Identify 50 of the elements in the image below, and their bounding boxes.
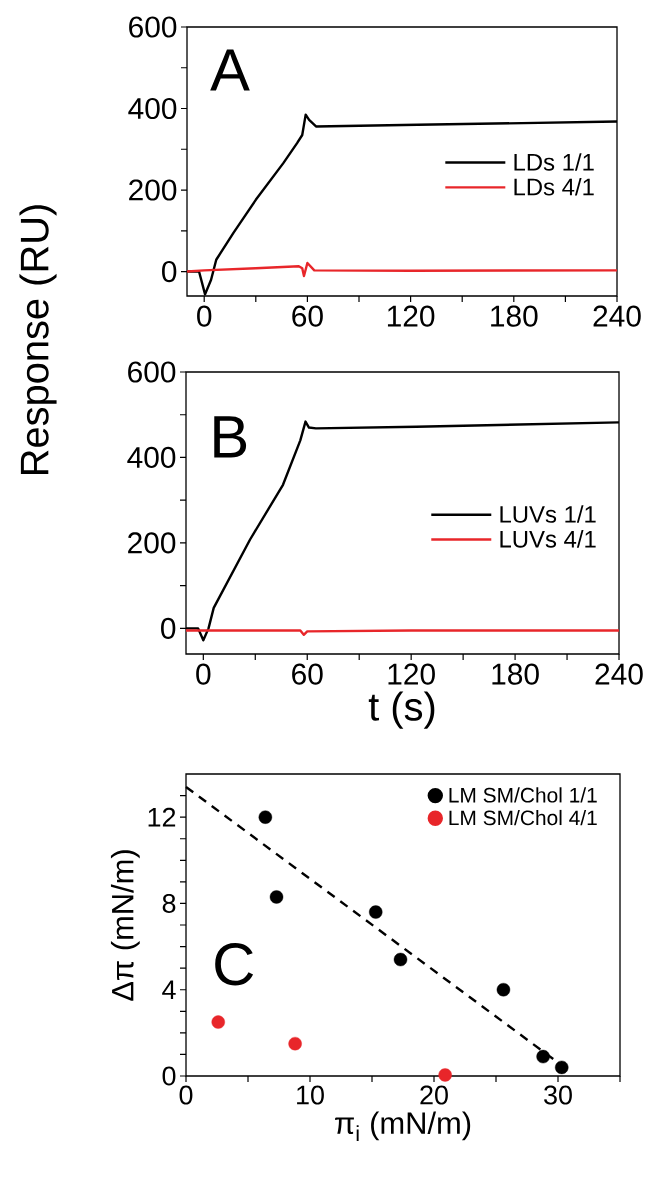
x-tick-label: 60 xyxy=(292,663,323,685)
legend-label: LDs 4/1 xyxy=(514,177,594,196)
legend-label: LUVs 1/1 xyxy=(500,505,596,523)
point xyxy=(288,1036,302,1051)
x-tick-label: 120 xyxy=(387,305,435,327)
y-tick-label: 400 xyxy=(127,446,176,469)
y-tick-label: 400 xyxy=(128,97,177,120)
annotation: A xyxy=(210,49,250,91)
y-tick-label: 0 xyxy=(162,1066,176,1086)
x-tick-label: 0 xyxy=(197,305,212,327)
x-tick-label: 240 xyxy=(595,663,643,685)
y-tick-label: 200 xyxy=(128,532,176,554)
y-tick-label: 0 xyxy=(161,617,176,639)
x-tick-label: 240 xyxy=(593,305,641,327)
y-tick-label: 600 xyxy=(129,16,177,38)
x-tick-label: 180 xyxy=(492,663,539,685)
point xyxy=(211,1015,225,1029)
point xyxy=(258,810,273,824)
x-tick-label: 60 xyxy=(292,305,323,327)
x-tick-label: 180 xyxy=(491,305,538,327)
y-tick-label: 0 xyxy=(162,260,177,283)
point xyxy=(369,905,383,919)
y-axis-title: Δπ (mN/m) xyxy=(110,850,140,1001)
x-axis-title: π$_{i}$ (mN/m) xyxy=(335,1111,471,1141)
legend-label: LM SM/Chol 4/1 xyxy=(449,809,597,826)
y-tick-label: 600 xyxy=(128,361,176,383)
point xyxy=(269,890,284,904)
y-tick-label: 8 xyxy=(162,893,176,913)
y-tick-label: 12 xyxy=(148,807,176,827)
x-tick-label: 0 xyxy=(196,663,211,685)
x-tick-label: 30 xyxy=(544,1085,572,1105)
x-axis-title: t (s) xyxy=(368,691,435,729)
legend-label: LDs 1/1 xyxy=(514,153,594,171)
y-tick-label: 200 xyxy=(129,179,177,201)
x-tick-label: 120 xyxy=(388,663,435,685)
x-tick-label: 10 xyxy=(297,1085,324,1105)
legend-label: LUVs 4/1 xyxy=(500,530,596,548)
point xyxy=(496,983,511,997)
x-tick-label: 20 xyxy=(420,1085,448,1105)
y-axis-title: Response (RU) xyxy=(19,205,57,475)
y-tick-label: 4 xyxy=(162,980,176,999)
point xyxy=(555,1060,569,1075)
point xyxy=(438,1068,452,1082)
point xyxy=(393,952,408,967)
annotation: C xyxy=(215,943,254,986)
annotation: B xyxy=(214,416,247,458)
legend-label: LM SM/Chol 1/1 xyxy=(449,787,597,803)
x-tick-label: 0 xyxy=(179,1085,193,1105)
line-series xyxy=(185,261,619,278)
point xyxy=(536,1049,550,1064)
